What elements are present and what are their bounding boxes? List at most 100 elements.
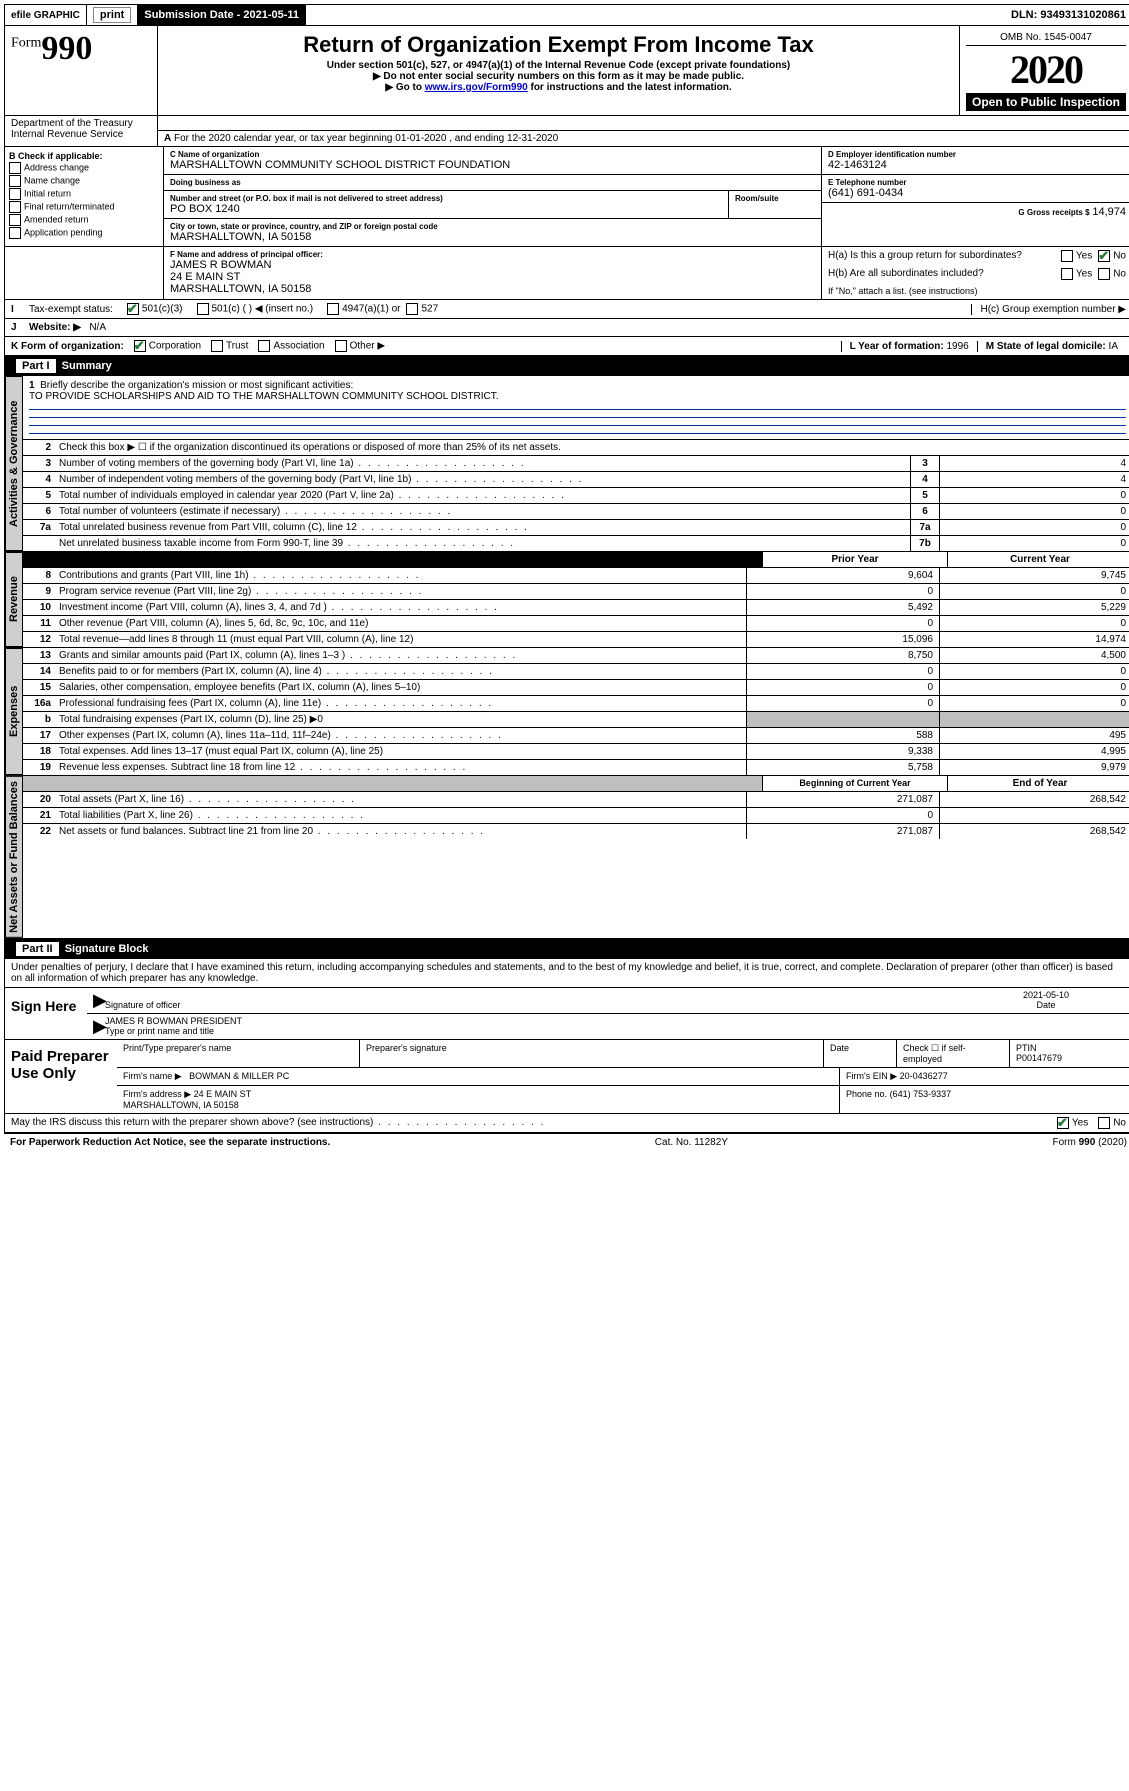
v3: 4 — [939, 456, 1129, 471]
addr-value: PO BOX 1240 — [170, 203, 722, 215]
dba-label: Doing business as — [170, 178, 815, 187]
chk-name-change[interactable]: Name change — [9, 175, 159, 187]
chk-initial-return[interactable]: Initial return — [9, 188, 159, 200]
h-b-no[interactable]: No — [1098, 268, 1126, 280]
part-1-header: Part I Summary — [4, 356, 1129, 376]
q1-value: TO PROVIDE SCHOLARSHIPS AND AID TO THE M… — [29, 391, 499, 402]
page-footer: For Paperwork Reduction Act Notice, see … — [4, 1133, 1129, 1151]
l11: Other revenue (Part VIII, column (A), li… — [55, 616, 746, 631]
firm-ein: 20-0436277 — [900, 1071, 948, 1081]
h-c-label: H(c) Group exemption number ▶ — [971, 304, 1126, 315]
v7b: 0 — [939, 536, 1129, 551]
net-assets-section: Net Assets or Fund Balances Beginning of… — [4, 776, 1129, 939]
l22: Net assets or fund balances. Subtract li… — [55, 824, 746, 839]
irs-link[interactable]: www.irs.gov/Form990 — [425, 82, 528, 93]
open-inspection: Open to Public Inspection — [966, 93, 1126, 111]
room-label: Room/suite — [735, 194, 815, 203]
discuss-no[interactable]: No — [1098, 1117, 1126, 1129]
ein-label: D Employer identification number — [828, 150, 1126, 159]
omb-number: OMB No. 1545-0047 — [966, 30, 1126, 46]
q3: Number of voting members of the governin… — [55, 456, 910, 471]
prep-date-hdr: Date — [824, 1040, 897, 1067]
h-b-label: H(b) Are all subordinates included? — [828, 268, 1061, 280]
sig-officer-label: Signature of officer — [105, 1000, 180, 1010]
org-name-label: C Name of organization — [170, 150, 815, 159]
chk-final-return[interactable]: Final return/terminated — [9, 201, 159, 213]
gross-label: G Gross receipts $ — [1018, 208, 1089, 217]
l18: Total expenses. Add lines 13–17 (must eq… — [55, 744, 746, 759]
paid-preparer-block: Paid Preparer Use Only Print/Type prepar… — [4, 1040, 1129, 1114]
tax-year: 2020 — [966, 46, 1126, 93]
revenue-tab: Revenue — [5, 552, 23, 647]
q1-label: Briefly describe the organization's miss… — [40, 380, 353, 391]
chk-app-pending[interactable]: Application pending — [9, 227, 159, 239]
l19: Revenue less expenses. Subtract line 18 … — [55, 760, 746, 775]
print-button[interactable]: print — [87, 5, 138, 25]
k-l-m-row: K Form of organization: Corporation Trus… — [4, 337, 1129, 356]
title-block: Return of Organization Exempt From Incom… — [157, 26, 960, 115]
phone-value: (641) 691-0434 — [828, 187, 1126, 199]
l12: Total revenue—add lines 8 through 11 (mu… — [55, 632, 746, 647]
h-b-yes[interactable]: Yes — [1061, 268, 1092, 280]
officer-value: JAMES R BOWMAN 24 E MAIN ST MARSHALLTOWN… — [170, 259, 815, 295]
l20: Total assets (Part X, line 16) — [55, 792, 746, 807]
v4: 4 — [939, 472, 1129, 487]
v5: 0 — [939, 488, 1129, 503]
chk-501c[interactable]: 501(c) ( ) ◀ (insert no.) — [197, 303, 314, 315]
part-2-header: Part II Signature Block — [4, 939, 1129, 959]
v6: 0 — [939, 504, 1129, 519]
chk-4947[interactable]: 4947(a)(1) or — [327, 303, 400, 315]
l14: Benefits paid to or for members (Part IX… — [55, 664, 746, 679]
dept-treasury: Department of the Treasury Internal Reve… — [5, 116, 158, 146]
prep-self-emp[interactable]: Check ☐ if self-employed — [897, 1040, 1010, 1067]
paid-preparer-label: Paid Preparer Use Only — [5, 1040, 117, 1113]
penalty-text: Under penalties of perjury, I declare th… — [4, 959, 1129, 988]
net-assets-tab: Net Assets or Fund Balances — [5, 776, 23, 938]
ein-value: 42-1463124 — [828, 159, 1126, 171]
top-bar: efile GRAPHIC print Submission Date - 20… — [4, 4, 1129, 26]
sign-here-label: Sign Here — [5, 988, 87, 1039]
phone-label: E Telephone number — [828, 178, 1126, 187]
ptin-value: P00147679 — [1016, 1053, 1062, 1063]
h-a-no[interactable]: No — [1098, 250, 1126, 262]
discuss-yes[interactable]: Yes — [1057, 1117, 1088, 1129]
tax-year-line: A For the 2020 calendar year, or tax yea… — [158, 130, 1129, 146]
pra-notice: For Paperwork Reduction Act Notice, see … — [10, 1137, 330, 1148]
f-h-row: F Name and address of principal officer:… — [4, 247, 1129, 300]
org-name: MARSHALLTOWN COMMUNITY SCHOOL DISTRICT F… — [170, 159, 815, 171]
addr-label: Number and street (or P.O. box if mail i… — [170, 194, 722, 203]
expenses-section: Expenses 13Grants and similar amounts pa… — [4, 648, 1129, 776]
chk-501c3[interactable]: 501(c)(3) — [127, 303, 183, 315]
chk-corp[interactable]: Corporation — [134, 340, 201, 352]
l21: Total liabilities (Part X, line 26) — [55, 808, 746, 823]
q7b: Net unrelated business taxable income fr… — [55, 536, 910, 551]
form-header: Form990 Return of Organization Exempt Fr… — [4, 26, 1129, 116]
website-value: N/A — [89, 322, 106, 333]
tax-status-row: I Tax-exempt status: 501(c)(3) 501(c) ( … — [4, 300, 1129, 319]
firm-phone: (641) 753-9337 — [890, 1089, 952, 1099]
q2: Check this box ▶ ☐ if the organization d… — [55, 440, 1129, 455]
prep-name-hdr: Print/Type preparer's name — [117, 1040, 360, 1067]
curr-year-hdr: Current Year — [947, 552, 1129, 567]
chk-other[interactable]: Other ▶ — [335, 340, 385, 352]
form-footer: Form 990 (2020) — [1053, 1137, 1127, 1148]
subtitle-3: ▶ Go to www.irs.gov/Form990 for instruct… — [164, 82, 953, 93]
h-a-yes[interactable]: Yes — [1061, 250, 1092, 262]
info-grid: B Check if applicable: Address change Na… — [4, 147, 1129, 247]
subtitle-1: Under section 501(c), 527, or 4947(a)(1)… — [164, 60, 953, 71]
chk-assoc[interactable]: Association — [258, 340, 324, 352]
form-number: Form990 — [11, 30, 151, 68]
chk-address-change[interactable]: Address change — [9, 162, 159, 174]
h-a-label: H(a) Is this a group return for subordin… — [828, 250, 1061, 262]
beg-year-hdr: Beginning of Current Year — [762, 776, 947, 791]
city-label: City or town, state or province, country… — [170, 222, 815, 231]
chk-527[interactable]: 527 — [406, 303, 438, 315]
chk-trust[interactable]: Trust — [211, 340, 248, 352]
sig-date: 2021-05-10 — [1023, 990, 1069, 1000]
dept-row: Department of the Treasury Internal Reve… — [4, 116, 1129, 147]
chk-amended-return[interactable]: Amended return — [9, 214, 159, 226]
efile-label: efile GRAPHIC — [5, 5, 87, 25]
officer-label: F Name and address of principal officer: — [170, 250, 815, 259]
prior-year-hdr: Prior Year — [762, 552, 947, 567]
expenses-tab: Expenses — [5, 648, 23, 775]
